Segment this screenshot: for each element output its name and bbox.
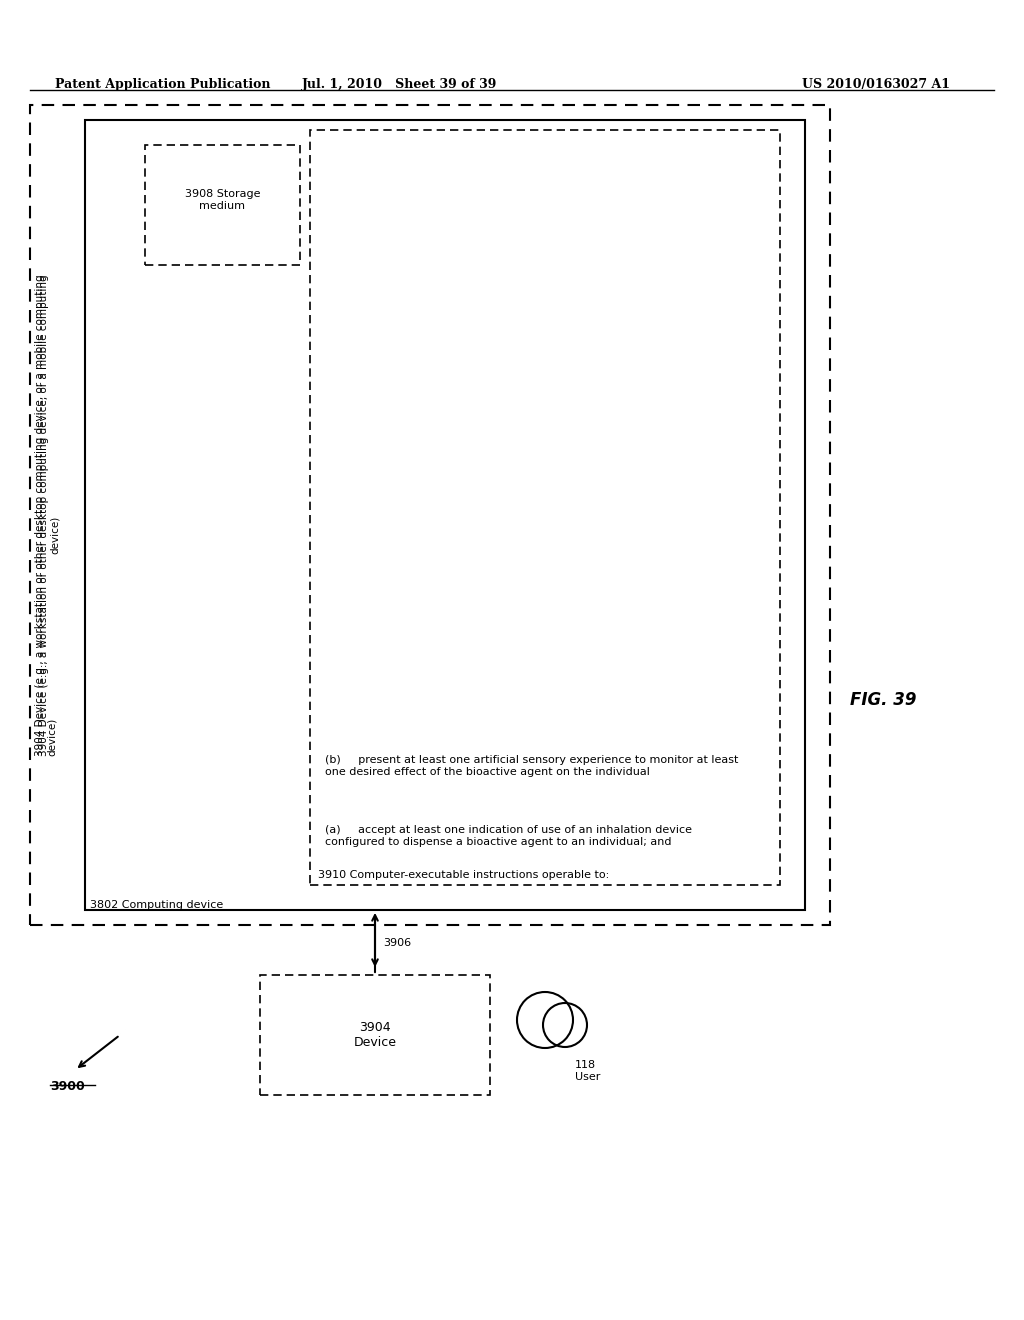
Text: 3904
Device: 3904 Device — [353, 1020, 396, 1049]
Text: FIG. 39: FIG. 39 — [850, 690, 916, 709]
Text: 3910 Computer-executable instructions operable to:: 3910 Computer-executable instructions op… — [318, 870, 609, 880]
Text: 3904 Device (e.g., a workstation or other desktop computing device, or a mobile : 3904 Device (e.g., a workstation or othe… — [39, 275, 49, 756]
Text: 3906: 3906 — [383, 937, 411, 948]
Text: 3904 Device (e.g., a workstation or other desktop computing device, or a mobile : 3904 Device (e.g., a workstation or othe… — [35, 275, 56, 756]
Text: (a)     accept at least one indication of use of an inhalation device
configured: (a) accept at least one indication of us… — [325, 825, 692, 846]
Text: 118
User: 118 User — [575, 1060, 600, 1081]
Text: (b)     present at least one artificial sensory experience to monitor at least
o: (b) present at least one artificial sens… — [325, 755, 738, 776]
Text: 3802 Computing device: 3802 Computing device — [90, 900, 223, 909]
Text: device): device) — [50, 516, 60, 554]
Text: Patent Application Publication: Patent Application Publication — [55, 78, 270, 91]
Text: 3908 Storage
medium: 3908 Storage medium — [184, 189, 260, 211]
Text: US 2010/0163027 A1: US 2010/0163027 A1 — [802, 78, 950, 91]
Text: Jul. 1, 2010   Sheet 39 of 39: Jul. 1, 2010 Sheet 39 of 39 — [302, 78, 498, 91]
Text: 3900: 3900 — [50, 1080, 85, 1093]
